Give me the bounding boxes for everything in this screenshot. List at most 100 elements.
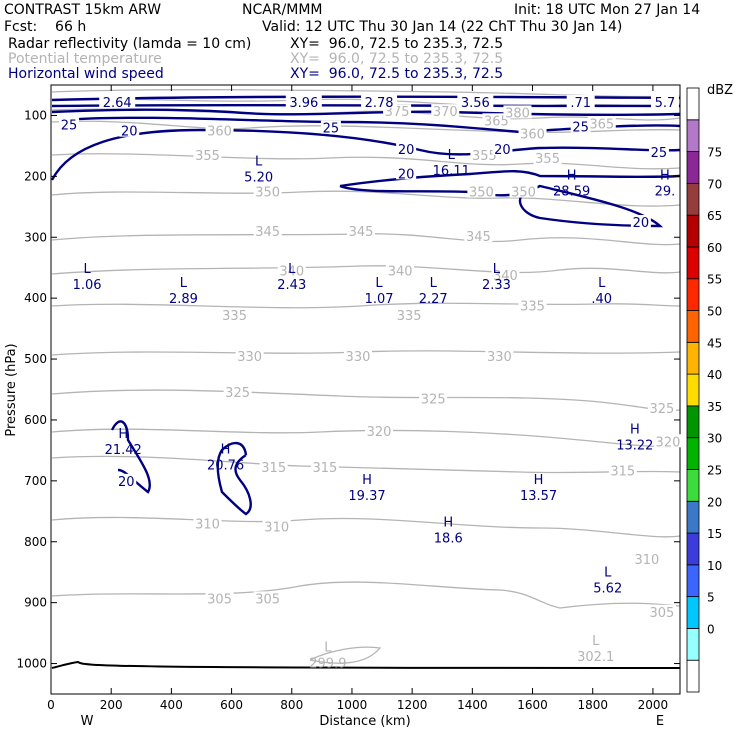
wind-contour-20-lower bbox=[339, 184, 664, 228]
colorbar-level-label: 25 bbox=[707, 463, 722, 477]
colorbar-level-label: 75 bbox=[707, 146, 722, 160]
wind-label: 3.96 bbox=[289, 96, 318, 111]
theta-label: 310 bbox=[634, 553, 659, 568]
extremum-kind: L bbox=[592, 634, 600, 649]
wind-label-bg bbox=[570, 119, 591, 133]
colorbar-unit: dBZ bbox=[707, 83, 733, 98]
colorbar-level-label: 15 bbox=[707, 527, 722, 541]
theta-label: 350 bbox=[255, 186, 280, 201]
y-tick-label: 300 bbox=[24, 230, 47, 244]
y-tick-label: 200 bbox=[24, 169, 47, 183]
colorbar-swatch bbox=[686, 182, 700, 216]
theta-label: 355 bbox=[195, 149, 220, 164]
theta-label-bg bbox=[509, 184, 538, 198]
field-reflectivity-xy: XY= 96.0, 72.5 to 235.3, 72.5 bbox=[290, 36, 504, 52]
theta-label: 370 bbox=[433, 105, 458, 120]
theta-contour-335 bbox=[51, 302, 681, 309]
extremum-value: 21.42 bbox=[105, 443, 142, 458]
wind-label: 2.64 bbox=[103, 96, 132, 111]
wind-label: 25 bbox=[572, 120, 589, 135]
theta-label: 315 bbox=[261, 461, 286, 476]
extremum-value: 2.89 bbox=[169, 292, 198, 307]
x-axis-label: Distance (km) bbox=[319, 714, 410, 729]
field-theta-name: Potential temperature bbox=[8, 51, 162, 67]
theta-contour-320 bbox=[51, 428, 681, 448]
theta-label: 375 bbox=[385, 105, 410, 120]
colorbar-level-label: 10 bbox=[707, 559, 722, 573]
init-time: Init: 18 UTC Mon 27 Jan 14 bbox=[514, 2, 701, 18]
theta-label: 340 bbox=[388, 265, 413, 280]
theta-label-bg bbox=[253, 224, 282, 238]
colorbar-level-label: 0 bbox=[707, 622, 715, 636]
wind-contour-low-b bbox=[216, 441, 252, 516]
extremum-kind: L bbox=[430, 276, 438, 291]
theta-label: 335 bbox=[520, 299, 545, 314]
theta-contour-360 bbox=[51, 120, 681, 134]
wind-label: 20 bbox=[494, 143, 511, 158]
x-tick-label: 600 bbox=[220, 698, 243, 712]
theta-label: 330 bbox=[237, 350, 262, 365]
wind-label: 20 bbox=[398, 167, 415, 182]
theta-label-bg bbox=[485, 349, 514, 363]
theta-label-bg bbox=[253, 184, 282, 198]
colorbar-swatch bbox=[686, 405, 700, 439]
theta-label-bg bbox=[464, 229, 493, 243]
colorbar-swatch bbox=[686, 596, 700, 629]
colorbar-level-label: 35 bbox=[707, 400, 722, 414]
theta-label-bg bbox=[653, 434, 682, 448]
extremum-kind: L bbox=[493, 262, 501, 277]
wind-label-bg bbox=[361, 95, 398, 109]
x-tick-label: 200 bbox=[100, 698, 123, 712]
wind-label-bg bbox=[99, 95, 136, 109]
theta-label-bg bbox=[193, 516, 222, 530]
theta-label-bg bbox=[518, 126, 547, 140]
theta-label: 320 bbox=[367, 425, 392, 440]
x-ticks: 0 200 400 600 800 1000 1200 1400 1600 1800 2000 bbox=[47, 85, 668, 712]
theta-label: 345 bbox=[466, 230, 491, 245]
colorbar-swatch bbox=[686, 532, 700, 566]
colorbar-level-label: 65 bbox=[707, 209, 722, 223]
wind-label: 25 bbox=[323, 122, 340, 137]
theta-label: 305 bbox=[650, 606, 675, 621]
theta-label-bg bbox=[491, 268, 520, 282]
west-label: W bbox=[81, 714, 94, 729]
theta-contour-315 bbox=[51, 455, 681, 474]
extremum-value: 5.20 bbox=[244, 170, 273, 185]
colorbar-level-label: 45 bbox=[707, 336, 722, 350]
y-ticks: 100 200 300 400 500 600 700 800 900 1000 bbox=[16, 108, 680, 671]
wind-label: 20 bbox=[398, 143, 415, 158]
colorbar-level-label: 40 bbox=[707, 368, 722, 382]
wind-label-bg bbox=[320, 120, 341, 134]
theta-label: 355 bbox=[535, 152, 560, 167]
theta-label-bg bbox=[518, 298, 547, 312]
colorbar-swatch bbox=[686, 214, 700, 248]
theta-label-bg bbox=[205, 591, 234, 605]
extremum-value: 20.76 bbox=[207, 458, 244, 473]
wind-labels: 2.64 3.96 2.78 3.56 .71 5.7 25 20 25 20 20 25 25 20 20… bbox=[59, 95, 679, 490]
extremum-kind: H bbox=[567, 168, 577, 183]
theta-label: 320 bbox=[656, 435, 681, 450]
wind-label-bg bbox=[59, 117, 80, 131]
wind-label-bg bbox=[630, 215, 651, 229]
colorbar-level-label: 70 bbox=[707, 177, 722, 191]
extremum-value: 2.33 bbox=[482, 278, 511, 293]
extremum-kind: H bbox=[362, 473, 372, 488]
wind-label: 3.56 bbox=[461, 96, 490, 111]
theta-label: 340 bbox=[493, 269, 518, 284]
colorbar-swatch bbox=[686, 278, 700, 311]
wind-label: 20 bbox=[118, 475, 135, 490]
colorbar-swatch bbox=[686, 564, 700, 598]
y-tick-label: 1000 bbox=[16, 657, 47, 671]
extremum-value: 2.43 bbox=[277, 278, 306, 293]
y-tick-label: 800 bbox=[24, 535, 47, 549]
extremum-value: 19.37 bbox=[348, 489, 385, 504]
extremum-value: 18.6 bbox=[434, 531, 463, 546]
theta-contour-340 bbox=[51, 265, 681, 275]
theta-label-bg bbox=[235, 349, 264, 363]
theta-label-bg bbox=[220, 308, 249, 322]
extremum-kind: L bbox=[255, 154, 263, 169]
x-tick-label: 1400 bbox=[457, 698, 488, 712]
extremum-value: 302.1 bbox=[577, 650, 614, 665]
